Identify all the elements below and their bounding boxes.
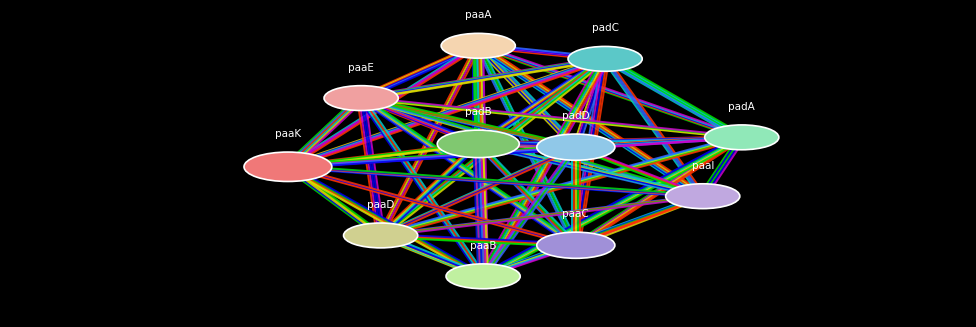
Circle shape [441,33,515,58]
Circle shape [344,223,418,248]
Text: padA: padA [728,102,755,112]
Text: paaD: paaD [367,200,394,210]
Text: padD: padD [562,111,590,121]
Circle shape [244,152,332,181]
Text: paaK: paaK [275,129,301,139]
Text: paaC: paaC [562,209,590,219]
Circle shape [324,86,398,111]
Text: padB: padB [465,107,492,117]
Text: padC: padC [591,23,619,33]
Text: paaE: paaE [348,62,374,73]
Text: paaI: paaI [692,161,713,171]
Circle shape [705,125,779,150]
Circle shape [446,264,520,289]
Circle shape [537,232,615,258]
Text: paaB: paaB [469,241,497,251]
Circle shape [437,130,519,158]
Text: paaA: paaA [465,10,492,20]
Circle shape [537,134,615,160]
Circle shape [568,46,642,71]
Circle shape [666,184,740,209]
